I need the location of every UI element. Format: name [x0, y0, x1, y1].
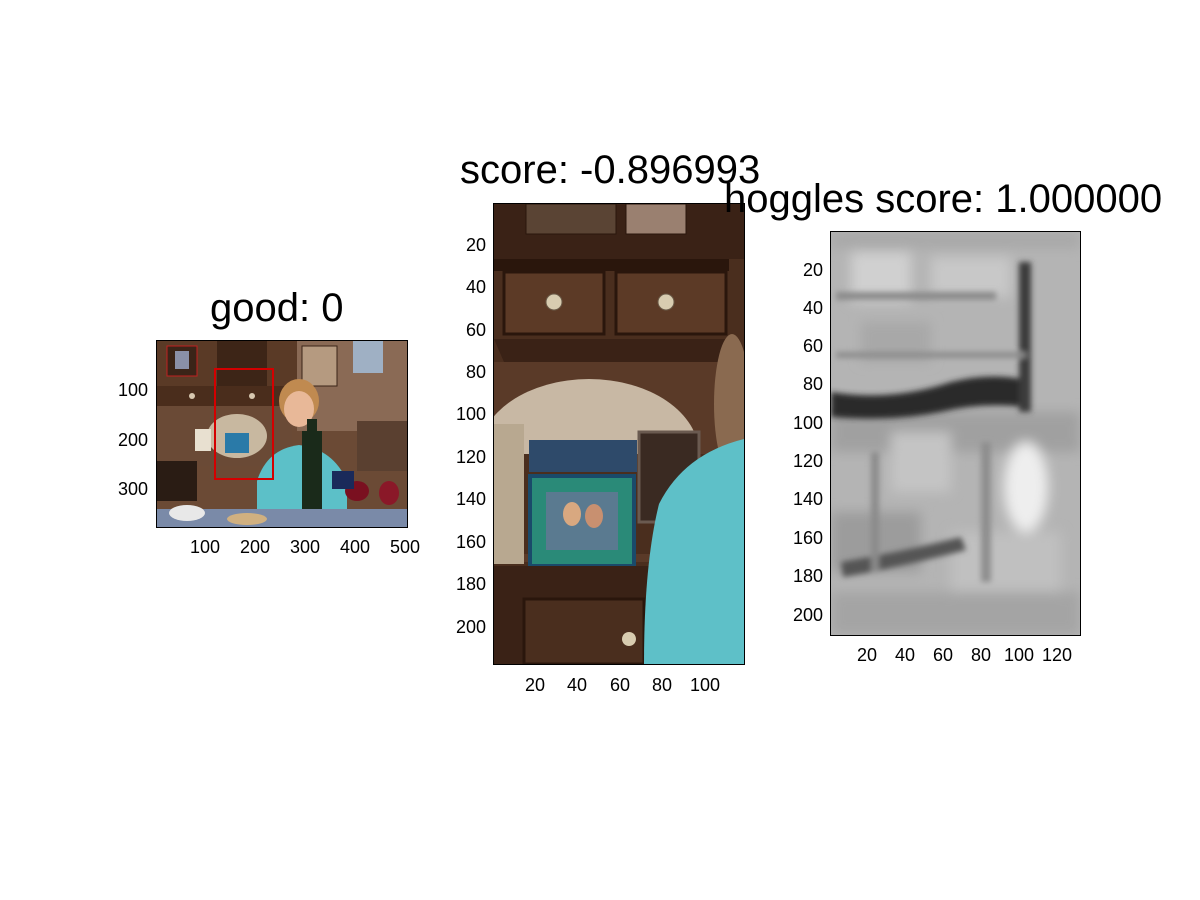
x-tick-label: 120	[1041, 645, 1073, 665]
x-tick-label: 100	[1003, 645, 1035, 665]
y-tick-label: 20	[465, 235, 486, 255]
y-tick-label: 120	[455, 447, 486, 467]
y-tick-label: 300	[117, 479, 148, 499]
x-tick-label: 20	[856, 645, 878, 665]
y-tick-label: 100	[792, 413, 823, 433]
y-tick-label: 100	[455, 404, 486, 424]
y-tick-label: 60	[802, 336, 823, 356]
y-tick-label: 160	[455, 532, 486, 552]
y-tick-label: 80	[802, 374, 823, 394]
y-tick-label: 200	[455, 617, 486, 637]
panel-2-title: score: -0.896993	[460, 148, 761, 192]
x-tick-label: 300	[289, 537, 321, 557]
y-tick-label: 180	[455, 574, 486, 594]
panel-2-image	[493, 203, 745, 665]
panel-1-image	[156, 340, 408, 528]
y-tick-label: 200	[117, 430, 148, 450]
crop-photo	[494, 204, 744, 664]
y-tick-label: 120	[792, 451, 823, 471]
y-tick-label: 140	[792, 489, 823, 509]
y-tick-label: 160	[792, 528, 823, 548]
y-tick-label: 20	[802, 260, 823, 280]
x-tick-label: 80	[651, 675, 673, 695]
y-tick-label: 180	[792, 566, 823, 586]
x-tick-label: 20	[524, 675, 546, 695]
x-tick-label: 100	[189, 537, 221, 557]
y-tick-label: 100	[117, 380, 148, 400]
y-tick-label: 80	[465, 362, 486, 382]
x-tick-label: 80	[970, 645, 992, 665]
y-tick-label: 40	[802, 298, 823, 318]
panel-3-image	[830, 231, 1081, 636]
x-tick-label: 60	[609, 675, 631, 695]
x-tick-label: 40	[566, 675, 588, 695]
y-tick-label: 200	[792, 605, 823, 625]
x-tick-label: 60	[932, 645, 954, 665]
x-tick-label: 100	[689, 675, 721, 695]
panel-1-title: good: 0	[210, 286, 344, 330]
x-tick-label: 500	[389, 537, 421, 557]
x-tick-label: 200	[239, 537, 271, 557]
y-tick-label: 140	[455, 489, 486, 509]
x-tick-label: 40	[894, 645, 916, 665]
panel-3-title: hoggles score: 1.000000	[724, 177, 1163, 221]
x-tick-label: 400	[339, 537, 371, 557]
dinner-scene-photo	[157, 341, 407, 527]
y-tick-label: 60	[465, 320, 486, 340]
y-tick-label: 40	[465, 277, 486, 297]
detection-box	[214, 368, 274, 480]
hoggles-heatmap	[831, 232, 1080, 635]
